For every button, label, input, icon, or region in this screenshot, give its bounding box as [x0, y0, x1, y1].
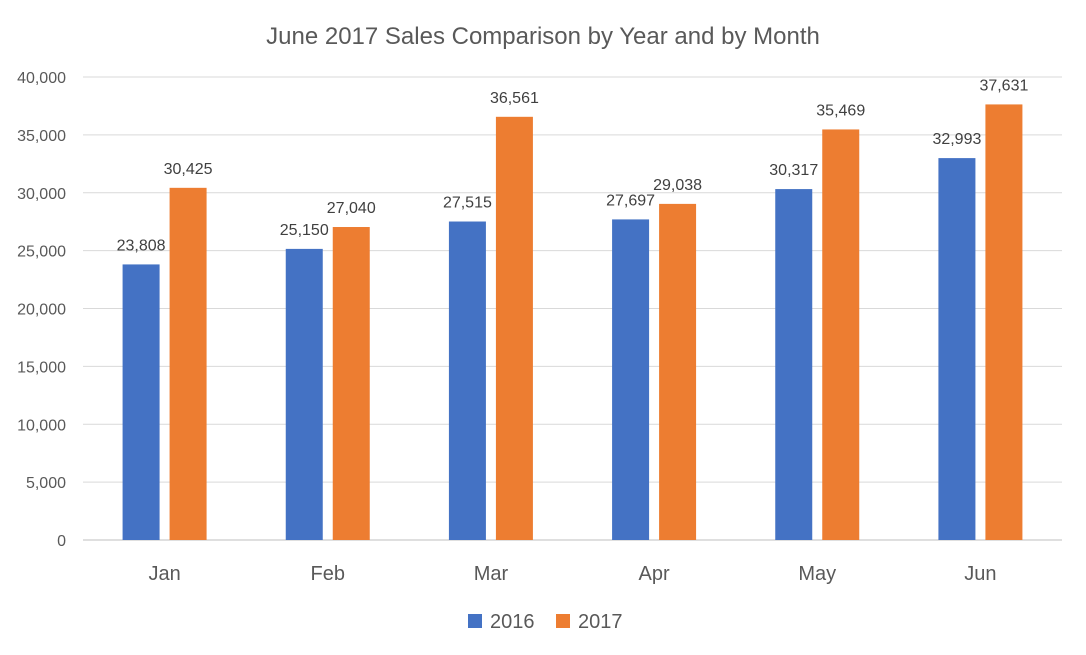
y-tick-label: 25,000 [17, 244, 66, 261]
chart-title: June 2017 Sales Comparison by Year and b… [266, 23, 820, 50]
bar-2016-Jan [122, 264, 160, 540]
data-label: 23,808 [117, 237, 166, 254]
y-tick-label: 30,000 [17, 186, 66, 203]
bar-2017-Jun [985, 104, 1023, 540]
x-tick-label: Jan [148, 563, 180, 585]
bar-2016-Mar [448, 221, 486, 541]
x-tick-label: Apr [639, 563, 670, 585]
data-label: 37,631 [979, 77, 1028, 94]
legend-label: 2017 [578, 611, 623, 633]
bar-2016-May [775, 189, 813, 540]
y-tick-label: 35,000 [17, 128, 66, 145]
x-tick-label: Mar [474, 563, 509, 585]
bar-2016-Apr [612, 219, 650, 540]
x-tick-label: May [798, 563, 836, 585]
bar-2017-May [822, 129, 860, 540]
data-label: 27,697 [606, 192, 655, 209]
data-label: 25,150 [280, 222, 329, 239]
bar-2017-Jan [169, 187, 207, 540]
bar-2017-Feb [332, 227, 370, 540]
bar-2016-Feb [285, 248, 323, 541]
data-label: 32,993 [932, 131, 981, 148]
legend: 2016 2017 [468, 611, 623, 633]
y-tick-label: 40,000 [17, 70, 66, 87]
data-label: 30,425 [164, 161, 213, 178]
x-tick-label: Jun [964, 563, 996, 585]
data-label: 27,040 [327, 200, 376, 217]
y-tick-label: 10,000 [17, 417, 66, 434]
bar-2017-Mar [495, 116, 533, 540]
data-label: 27,515 [443, 195, 492, 212]
data-label: 35,469 [816, 102, 865, 119]
y-tick-label: 0 [57, 533, 66, 550]
y-tick-label: 20,000 [17, 302, 66, 319]
data-label: 36,561 [490, 90, 539, 107]
data-label: 29,038 [653, 177, 702, 194]
bars [122, 104, 1023, 541]
y-axis-ticks: 0 5,000 10,000 15,000 20,000 25,000 30,000 35,0… [17, 70, 66, 550]
gridlines [83, 76, 1062, 541]
x-axis-categories: Jan Feb Mar Apr May Jun [148, 563, 996, 585]
x-tick-label: Feb [311, 563, 345, 585]
legend-swatch [468, 614, 482, 628]
legend-label: 2016 [490, 611, 535, 633]
legend-swatch [556, 614, 570, 628]
bar-2017-Apr [659, 203, 697, 541]
data-label: 30,317 [769, 162, 818, 179]
bar-2016-Jun [938, 158, 976, 540]
y-tick-label: 5,000 [26, 475, 66, 492]
data-labels: 23,808 30,425 25,150 27,040 27,515 36,561 27,6… [117, 77, 1029, 254]
y-tick-label: 15,000 [17, 359, 66, 376]
